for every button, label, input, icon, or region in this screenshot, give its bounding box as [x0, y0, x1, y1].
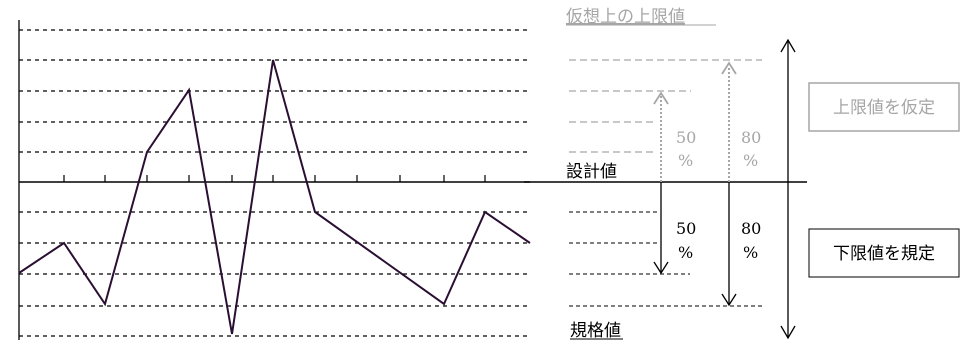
lower-80-value: 80 — [741, 219, 761, 238]
lower-50-value: 50 — [676, 219, 696, 238]
lower-limit-box-text: 下限値を規定 — [833, 244, 935, 264]
lower-80-unit: % — [743, 243, 758, 262]
lower-50-arrow — [653, 182, 669, 275]
lower-80-arrow — [721, 182, 737, 307]
upper-reference-lines — [569, 59, 762, 153]
upper-80-arrow — [721, 61, 737, 182]
upper-50-unit: % — [678, 151, 693, 170]
lower-reference-lines — [569, 211, 764, 307]
upper-80-unit: % — [743, 151, 758, 170]
design-value-label: 設計値 — [566, 162, 617, 182]
lower-limit-box: 下限値を規定 — [808, 228, 960, 278]
upper-80-value: 80 — [741, 128, 761, 147]
virtual-upper-limit-label: 仮想上の上限値 — [566, 7, 685, 27]
range-double-arrow — [780, 38, 796, 340]
chart-axis-ticks — [63, 175, 486, 182]
upper-50-arrow — [653, 91, 669, 182]
upper-limit-box: 上限値を仮定 — [808, 82, 960, 132]
upper-limit-box-text: 上限値を仮定 — [833, 98, 935, 118]
chart-gridlines — [19, 29, 530, 337]
measurement-waveform — [18, 59, 531, 335]
upper-50-value: 50 — [676, 128, 696, 147]
lower-50-unit: % — [678, 243, 693, 262]
spec-value-label: 規格値 — [570, 321, 621, 341]
